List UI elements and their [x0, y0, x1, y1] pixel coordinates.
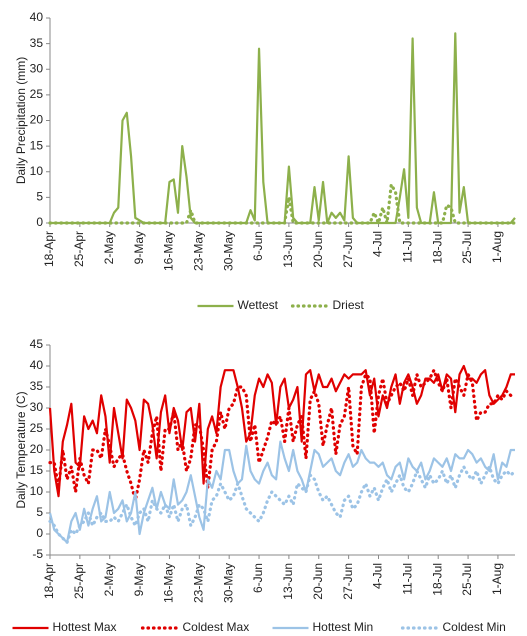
y-tick-label: 35: [30, 36, 44, 50]
y-tick-label: 40: [30, 10, 44, 24]
x-tick-label: 11-Jul: [401, 563, 415, 595]
x-tick-label: 6-Jun: [251, 563, 265, 593]
x-tick-label: 23-May: [191, 563, 205, 603]
x-tick-label: 4-Jul: [371, 563, 385, 589]
y-tick-label: 25: [30, 87, 44, 101]
series-line: [48, 465, 517, 544]
x-tick-label: 9-May: [132, 231, 146, 264]
y-tick-label: 5: [36, 190, 43, 204]
x-tick-label: 6-Jun: [251, 231, 265, 261]
y-axis-label: Daily Temperature (C): [14, 391, 28, 508]
x-tick-label: 18-Apr: [42, 231, 56, 267]
x-tick-label: 27-Jun: [341, 231, 355, 268]
y-tick-label: 15: [30, 138, 44, 152]
x-tick-label: 13-Jun: [281, 231, 295, 268]
x-tick-label: 25-Apr: [72, 563, 86, 599]
x-tick-label: 11-Jul: [401, 231, 415, 263]
x-tick-label: 2-May: [102, 231, 116, 264]
x-tick-label: 18-Jul: [430, 231, 444, 264]
x-tick-label: 1-Aug: [490, 231, 504, 263]
x-tick-label: 16-May: [162, 563, 176, 603]
y-tick-label: 30: [30, 61, 44, 75]
series-line: [48, 368, 517, 502]
y-tick-label: 40: [30, 358, 44, 372]
y-tick-label: 45: [30, 337, 44, 351]
y-tick-label: 0: [36, 526, 43, 540]
y-tick-label: -5: [32, 547, 43, 561]
y-tick-label: 35: [30, 379, 44, 393]
series-line: [48, 364, 515, 498]
x-tick-label: 30-May: [221, 563, 235, 603]
y-tick-label: 10: [30, 164, 44, 178]
x-tick-label: 25-Jul: [460, 563, 474, 596]
x-tick-label: 20-Jun: [311, 231, 325, 268]
series-line: [48, 182, 517, 225]
x-tick-label: 30-May: [221, 231, 235, 271]
x-tick-label: 13-Jun: [281, 563, 295, 600]
x-tick-label: 23-May: [191, 231, 205, 271]
legend-label: Hottest Min: [313, 620, 374, 634]
x-tick-label: 4-Jul: [371, 231, 385, 257]
y-tick-label: 15: [30, 463, 44, 477]
y-tick-label: 20: [30, 442, 44, 456]
x-tick-label: 25-Apr: [72, 231, 86, 267]
legend-label: Coldest Max: [183, 620, 250, 634]
series-line: [50, 32, 516, 225]
y-tick-label: 25: [30, 421, 44, 435]
y-tick-label: 10: [30, 484, 44, 498]
x-tick-label: 18-Apr: [42, 563, 56, 599]
x-tick-label: 1-Aug: [490, 563, 504, 595]
y-tick-label: 0: [36, 215, 43, 229]
x-tick-label: 25-Jul: [460, 231, 474, 264]
y-tick-label: 5: [36, 505, 43, 519]
x-tick-label: 2-May: [102, 563, 116, 596]
legend-label: Coldest Min: [443, 620, 506, 634]
x-tick-label: 20-Jun: [311, 563, 325, 600]
x-tick-label: 18-Jul: [430, 563, 444, 596]
y-tick-label: 20: [30, 113, 44, 127]
y-tick-label: 30: [30, 400, 44, 414]
series-line: [48, 440, 515, 544]
y-axis-label: Daily Precipitation (mm): [14, 57, 28, 184]
x-tick-label: 9-May: [132, 563, 146, 596]
x-tick-label: 16-May: [162, 231, 176, 271]
legend-label: Wettest: [238, 298, 279, 312]
legend-label: Driest: [333, 298, 365, 312]
legend-label: Hottest Max: [53, 620, 117, 634]
x-tick-label: 27-Jun: [341, 563, 355, 600]
